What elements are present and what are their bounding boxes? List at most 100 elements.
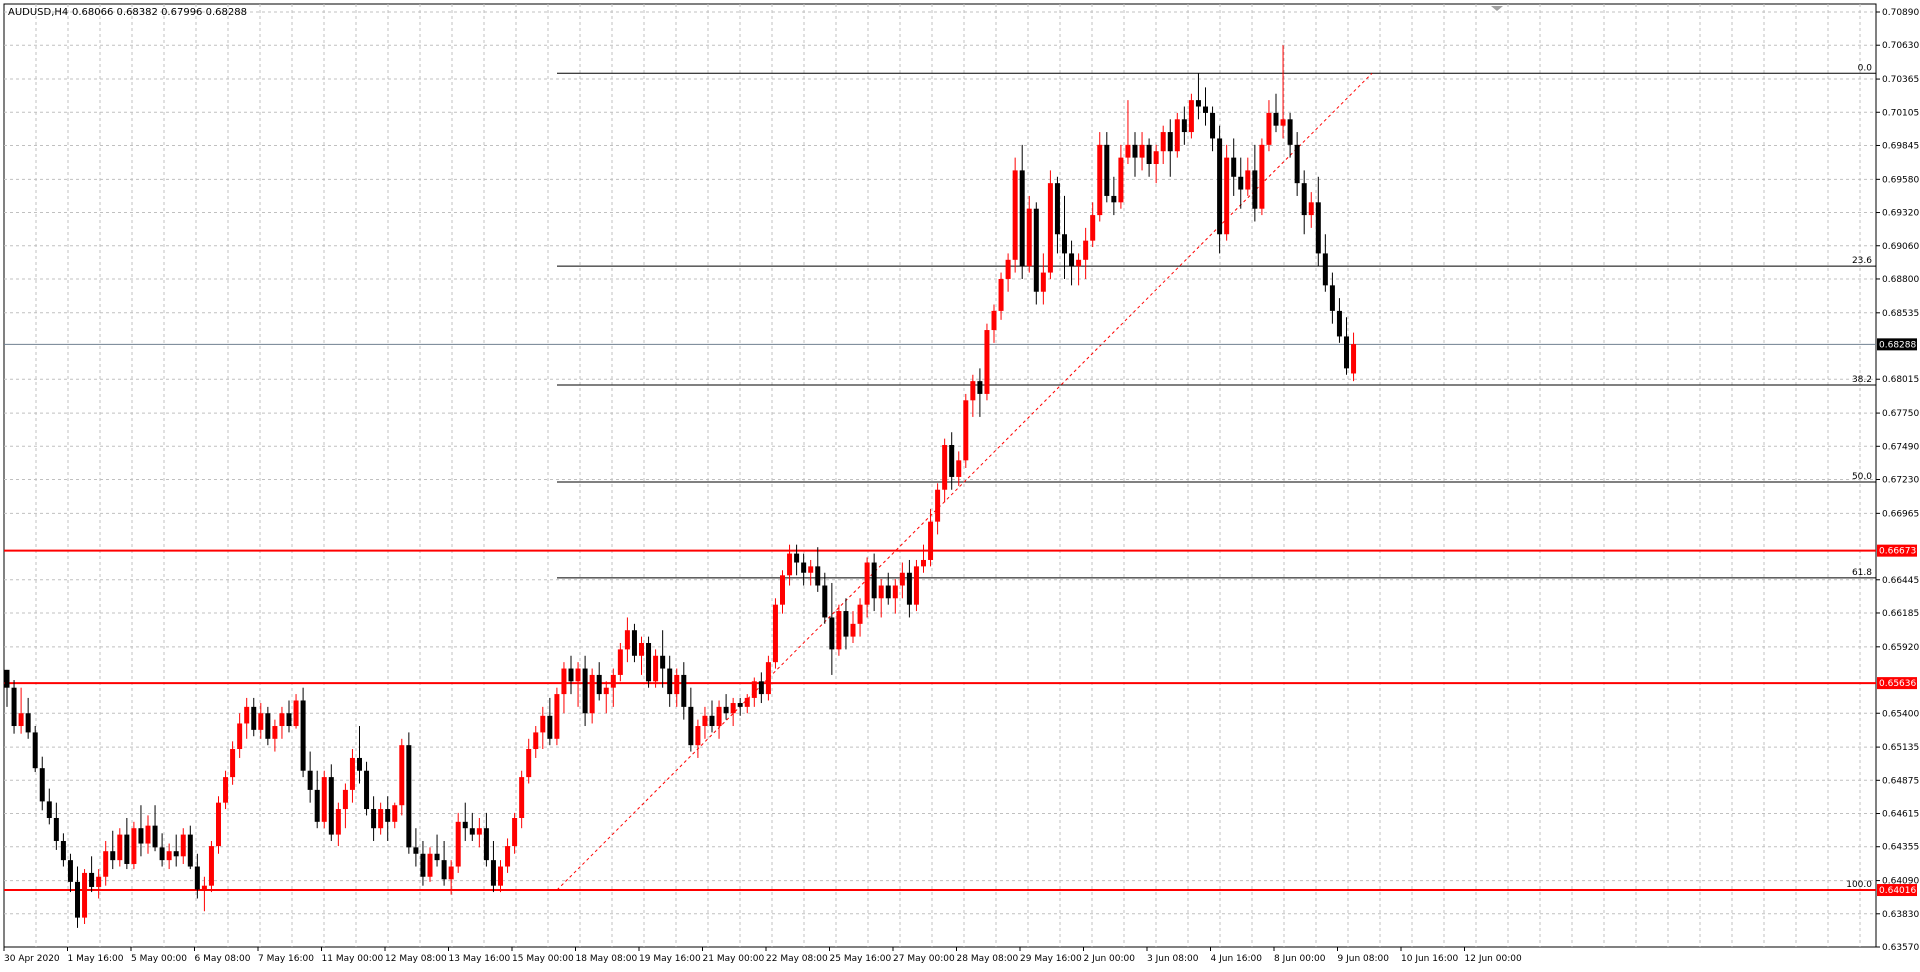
candle-body [998,278,1004,311]
fib-level-label: 0.0 [1858,63,1873,73]
candle-body [1344,336,1349,369]
candle [53,802,59,850]
candle-body [1252,170,1258,209]
candle [335,802,341,847]
candle-body [321,777,327,822]
x-tick-label: 25 May 16:00 [830,954,892,964]
candle-body [533,732,539,750]
candle [216,796,221,854]
candle-body [1019,170,1025,267]
candle-body [1012,170,1018,260]
candle-body [1174,119,1180,152]
candle-body [540,715,546,733]
candle-body [18,713,24,727]
candle-body [293,700,299,727]
symbol-label: AUDUSD,H4 [8,7,68,18]
x-tick-label: 4 Jun 16:00 [1211,954,1263,964]
candle-body [681,674,687,707]
candle-body [850,623,856,637]
candle-body [265,713,271,739]
candle [688,687,694,752]
candle-body [1322,253,1328,286]
y-tick-label: 0.67230 [1882,476,1919,486]
candle-body [596,674,602,695]
candle [357,726,362,784]
candle [631,623,637,663]
candle-body [469,828,475,835]
candle-body [1266,112,1272,145]
candle-body [921,559,926,567]
candle [1097,132,1103,222]
candle [674,668,680,707]
candle-body [314,789,320,822]
x-tick-label: 2 Jun 00:00 [1084,954,1136,964]
candle [977,368,983,417]
candle [258,703,264,739]
candle-body [639,642,644,656]
candle-body [342,789,348,810]
candle-body [688,706,694,746]
candle [1210,106,1216,152]
candle-body [103,851,109,877]
candle-body [237,723,243,750]
candle-body [1308,202,1314,216]
candle-body [1104,144,1110,196]
candle-body [603,687,609,695]
candle [18,687,24,734]
candle [483,812,489,867]
candle-body [349,757,355,790]
candle-body [399,745,405,806]
candle-body [1195,100,1201,107]
candle [1217,125,1223,254]
candle-body [913,566,919,605]
candle-body [1033,208,1039,292]
candle [1026,195,1032,273]
candle-body [1287,119,1293,145]
candle-body [1026,208,1032,267]
candle-body [1231,157,1237,177]
candle [1280,45,1286,139]
x-tick-label: 27 May 00:00 [893,954,955,964]
candle [138,805,144,857]
candle-body [899,572,905,586]
candle-body [667,668,673,695]
candle [378,802,384,835]
candle [540,706,546,750]
candle-body [357,757,362,771]
candle-body [1069,253,1075,267]
candle [991,304,997,343]
candle [878,579,884,618]
candle [1040,253,1046,305]
candle [498,860,503,893]
candle [603,681,609,714]
candle [660,630,666,688]
candle [984,323,990,401]
candle-body [110,851,116,861]
candle-body [589,674,595,714]
candle-body [1203,106,1208,113]
y-tick-label: 0.66445 [1882,576,1919,586]
candle [512,812,518,854]
candle-body [822,585,828,618]
candle-body [1118,157,1124,203]
candle [1231,138,1237,196]
shift-marker-icon[interactable] [1491,6,1503,11]
candle-body [582,668,588,714]
candle-body [956,460,962,477]
candle-body [180,834,186,857]
candle [617,642,623,682]
candle-body [1160,132,1166,152]
x-tick-label: 11 May 00:00 [322,954,384,964]
candle-body [1273,112,1279,126]
candle [582,655,588,727]
candle-body [935,489,941,522]
candle [476,817,482,848]
candle [730,697,736,727]
candle [180,828,186,864]
candle [561,662,567,714]
candle-body [244,706,250,724]
time-axis: 30 Apr 2020 1 May 16:00 5 May 00:00 6 May 0… [3,947,1522,964]
candle-body [406,745,412,848]
